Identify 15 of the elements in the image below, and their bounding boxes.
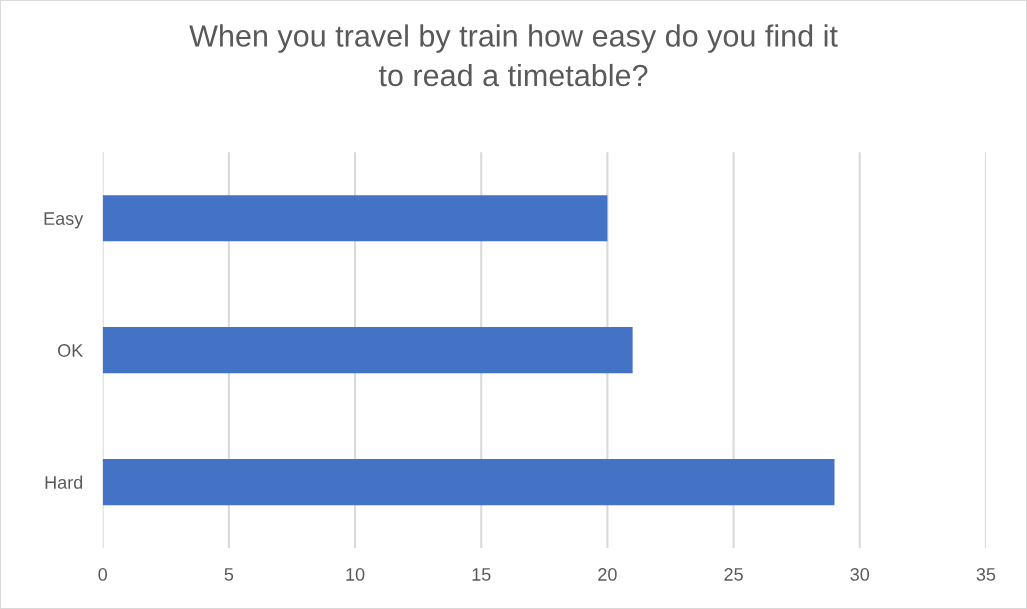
x-tick-label: 5 bbox=[224, 568, 234, 581]
bar bbox=[102, 195, 608, 242]
x-tick-label: 0 bbox=[98, 568, 108, 581]
bar bbox=[102, 327, 633, 374]
chart-title: When you travel by train how easy do you find it to read a timetable? bbox=[189, 24, 838, 87]
x-tick-label: 10 bbox=[346, 568, 365, 581]
bar bbox=[102, 459, 835, 506]
x-tick-label: 35 bbox=[976, 568, 996, 581]
y-tick-label: Easy bbox=[44, 212, 84, 229]
y-tick-label: OK bbox=[58, 344, 84, 357]
x-tick-label: 20 bbox=[598, 568, 617, 581]
y-tick-label: Hard bbox=[45, 475, 83, 489]
x-tick-label: 15 bbox=[472, 568, 491, 581]
x-tick-label: 25 bbox=[724, 568, 743, 581]
x-tick-label: 30 bbox=[850, 568, 870, 581]
